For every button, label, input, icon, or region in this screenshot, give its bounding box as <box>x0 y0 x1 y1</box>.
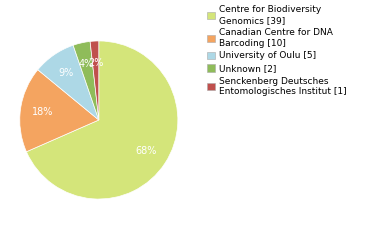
Wedge shape <box>73 42 99 120</box>
Text: 9%: 9% <box>59 68 74 78</box>
Legend: Centre for Biodiversity
Genomics [39], Canadian Centre for DNA
Barcoding [10], U: Centre for Biodiversity Genomics [39], C… <box>206 5 348 97</box>
Wedge shape <box>27 41 178 199</box>
Wedge shape <box>20 70 99 152</box>
Text: 68%: 68% <box>136 146 157 156</box>
Wedge shape <box>90 41 99 120</box>
Wedge shape <box>38 45 99 120</box>
Text: 2%: 2% <box>88 58 103 68</box>
Text: 18%: 18% <box>32 107 53 117</box>
Text: 4%: 4% <box>79 60 94 69</box>
